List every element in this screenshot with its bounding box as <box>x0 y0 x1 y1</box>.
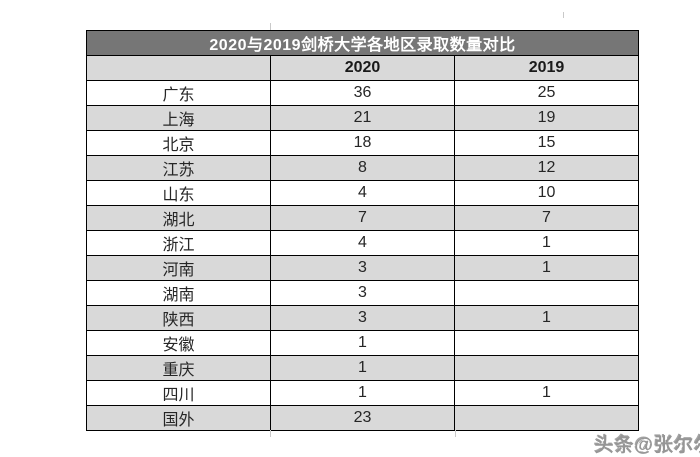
region-cell: 广东 <box>86 80 271 106</box>
value-2019-cell: 1 <box>454 380 639 406</box>
value-2020-cell: 23 <box>270 405 455 431</box>
value-2019-cell <box>454 330 639 356</box>
region-cell: 北京 <box>86 130 271 156</box>
value-2019-cell <box>454 280 639 306</box>
gridline-stub <box>455 430 456 437</box>
region-cell: 四川 <box>86 380 271 406</box>
value-2020-cell: 1 <box>270 380 455 406</box>
table-row: 国外 23 <box>86 405 639 431</box>
region-cell: 浙江 <box>86 230 271 256</box>
column-header-2019: 2019 <box>454 55 639 81</box>
table-row: 湖北 7 7 <box>86 205 639 231</box>
table-row: 浙江 4 1 <box>86 230 639 256</box>
table-row: 上海 21 19 <box>86 105 639 131</box>
region-cell: 湖南 <box>86 280 271 306</box>
region-cell: 河南 <box>86 255 271 281</box>
table-header-row: 2020 2019 <box>86 55 639 81</box>
value-2020-cell: 3 <box>270 280 455 306</box>
value-2019-cell <box>454 405 639 431</box>
gridline-stub <box>270 23 271 30</box>
region-cell: 安徽 <box>86 330 271 356</box>
table-row: 河南 3 1 <box>86 255 639 281</box>
value-2020-cell: 7 <box>270 205 455 231</box>
table-title-row: 2020与2019剑桥大学各地区录取数量对比 <box>86 30 639 56</box>
table-row: 北京 18 15 <box>86 130 639 156</box>
value-2019-cell: 25 <box>454 80 639 106</box>
region-cell: 陕西 <box>86 305 271 331</box>
value-2020-cell: 3 <box>270 305 455 331</box>
value-2020-cell: 3 <box>270 255 455 281</box>
table-row: 广东 36 25 <box>86 80 639 106</box>
value-2020-cell: 21 <box>270 105 455 131</box>
value-2019-cell: 7 <box>454 205 639 231</box>
toutiao-watermark: 头条@张尔尔 <box>594 435 700 456</box>
gridline-stub <box>563 12 564 18</box>
value-2020-cell: 1 <box>270 355 455 381</box>
table-row: 陕西 3 1 <box>86 305 639 331</box>
table-title: 2020与2019剑桥大学各地区录取数量对比 <box>86 30 639 56</box>
admissions-comparison-table: 2020与2019剑桥大学各地区录取数量对比 2020 2019 广东 36 25 … <box>86 30 639 431</box>
value-2019-cell: 1 <box>454 305 639 331</box>
value-2020-cell: 4 <box>270 180 455 206</box>
value-2019-cell: 15 <box>454 130 639 156</box>
gridline-stub <box>270 430 271 437</box>
table-row: 重庆 1 <box>86 355 639 381</box>
region-cell: 国外 <box>86 405 271 431</box>
column-header-2020: 2020 <box>270 55 455 81</box>
region-cell: 上海 <box>86 105 271 131</box>
value-2019-cell <box>454 355 639 381</box>
column-header-region <box>86 55 271 81</box>
value-2020-cell: 18 <box>270 130 455 156</box>
value-2020-cell: 4 <box>270 230 455 256</box>
table-row: 江苏 8 12 <box>86 155 639 181</box>
value-2019-cell: 1 <box>454 255 639 281</box>
region-cell: 湖北 <box>86 205 271 231</box>
value-2019-cell: 1 <box>454 230 639 256</box>
table-row: 四川 1 1 <box>86 380 639 406</box>
value-2020-cell: 36 <box>270 80 455 106</box>
table-row: 安徽 1 <box>86 330 639 356</box>
table-row: 湖南 3 <box>86 280 639 306</box>
value-2019-cell: 19 <box>454 105 639 131</box>
value-2019-cell: 12 <box>454 155 639 181</box>
value-2020-cell: 1 <box>270 330 455 356</box>
value-2019-cell: 10 <box>454 180 639 206</box>
table-body: 广东 36 25 上海 21 19 北京 18 15 江苏 8 12 山东 4 10 湖北 7 7 浙江… <box>86 80 639 431</box>
region-cell: 重庆 <box>86 355 271 381</box>
region-cell: 山东 <box>86 180 271 206</box>
region-cell: 江苏 <box>86 155 271 181</box>
value-2020-cell: 8 <box>270 155 455 181</box>
table-row: 山东 4 10 <box>86 180 639 206</box>
